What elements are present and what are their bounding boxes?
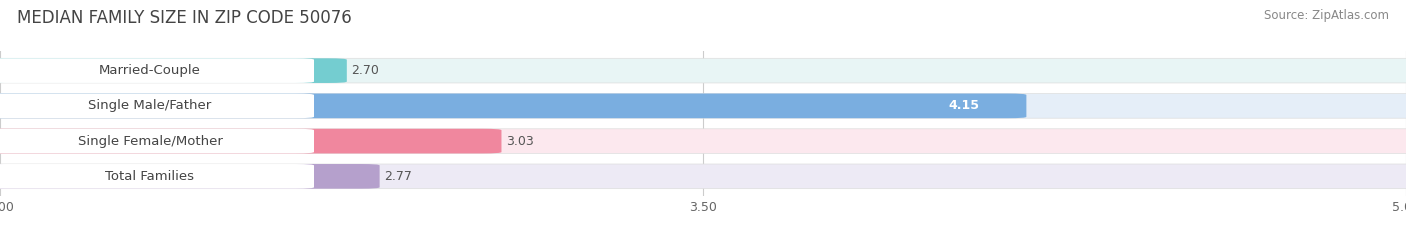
- FancyBboxPatch shape: [0, 58, 314, 83]
- FancyBboxPatch shape: [0, 164, 1406, 189]
- FancyBboxPatch shape: [0, 93, 1406, 118]
- Text: 2.70: 2.70: [352, 64, 380, 77]
- FancyBboxPatch shape: [0, 129, 502, 154]
- Text: Single Male/Father: Single Male/Father: [89, 99, 211, 112]
- FancyBboxPatch shape: [0, 58, 1406, 83]
- FancyBboxPatch shape: [0, 93, 1026, 118]
- FancyBboxPatch shape: [0, 164, 314, 189]
- Text: MEDIAN FAMILY SIZE IN ZIP CODE 50076: MEDIAN FAMILY SIZE IN ZIP CODE 50076: [17, 9, 352, 27]
- FancyBboxPatch shape: [0, 129, 314, 154]
- Text: Single Female/Mother: Single Female/Mother: [77, 135, 222, 148]
- Text: 3.03: 3.03: [506, 135, 534, 148]
- FancyBboxPatch shape: [0, 58, 347, 83]
- FancyBboxPatch shape: [0, 129, 1406, 154]
- Text: Source: ZipAtlas.com: Source: ZipAtlas.com: [1264, 9, 1389, 22]
- Text: Total Families: Total Families: [105, 170, 194, 183]
- FancyBboxPatch shape: [0, 93, 314, 118]
- Text: Married-Couple: Married-Couple: [98, 64, 201, 77]
- Text: 4.15: 4.15: [949, 99, 980, 112]
- Text: 2.77: 2.77: [384, 170, 412, 183]
- FancyBboxPatch shape: [0, 164, 380, 189]
